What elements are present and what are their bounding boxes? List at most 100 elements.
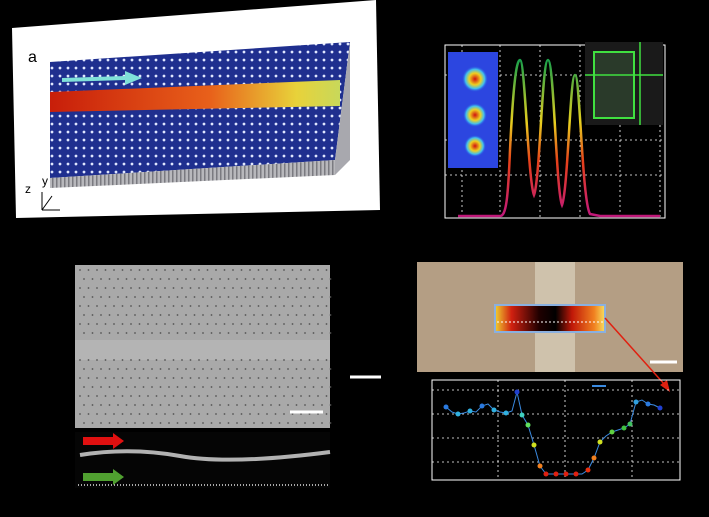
- sem-hole: [266, 269, 268, 271]
- plot-frame: [444, 44, 666, 219]
- sem-hole: [172, 359, 175, 361]
- sem-hole: [312, 404, 315, 406]
- sem-hole: [113, 359, 115, 361]
- sem-hole: [287, 296, 289, 298]
- sem-hole: [308, 359, 311, 361]
- sem-hole: [266, 377, 268, 379]
- sem-hole: [249, 413, 251, 415]
- sem-hole: [206, 377, 209, 379]
- sem-hole: [210, 368, 213, 370]
- sem-hole: [91, 296, 94, 298]
- sem-hole: [210, 404, 213, 406]
- sem-hole: [189, 413, 192, 415]
- sem-hole: [240, 269, 243, 271]
- sem-hole: [138, 359, 141, 361]
- sem-hole: [91, 368, 94, 370]
- sem-hole: [329, 404, 332, 406]
- sem-hole: [223, 413, 226, 415]
- sem-hole: [147, 377, 149, 379]
- sem-hole: [219, 332, 221, 334]
- sem-hole: [100, 332, 102, 334]
- sem-hole: [151, 314, 153, 316]
- sem-hole: [142, 368, 145, 370]
- sem-hole: [244, 386, 247, 388]
- sem-hole: [79, 305, 81, 307]
- sem-hole: [270, 332, 272, 334]
- sem-hole: [308, 287, 311, 289]
- sem-hole: [270, 368, 272, 370]
- sem-hole: [138, 413, 141, 415]
- sem-hole: [278, 368, 281, 370]
- sem-hole: [198, 377, 200, 379]
- mode-spot: [463, 103, 487, 127]
- sem-hole: [134, 404, 136, 406]
- sem-hole: [219, 368, 221, 370]
- sem-hole: [244, 296, 247, 298]
- sem-hole: [249, 395, 251, 397]
- sem-hole: [300, 269, 302, 271]
- sem-hole: [329, 296, 332, 298]
- sem-hole: [172, 323, 175, 325]
- sem-hole: [223, 395, 226, 397]
- sem-hole: [206, 413, 209, 415]
- sem-hole: [274, 269, 277, 271]
- axis-label: y: [42, 174, 48, 188]
- sem-hole: [321, 278, 323, 280]
- sem-hole: [87, 287, 90, 289]
- sem-hole: [100, 368, 102, 370]
- sem-hole: [308, 323, 311, 325]
- sem-hole: [189, 359, 192, 361]
- sem-hole: [100, 296, 102, 298]
- sem-hole: [287, 314, 289, 316]
- sem-hole: [206, 323, 209, 325]
- sem-hole: [270, 314, 272, 316]
- sem-hole: [317, 323, 319, 325]
- sem-hole: [151, 404, 153, 406]
- sem-hole: [130, 323, 132, 325]
- sem-hole: [125, 422, 128, 424]
- sem-hole: [79, 287, 81, 289]
- sem-hole: [223, 359, 226, 361]
- sem-hole: [236, 386, 238, 388]
- sem-hole: [83, 368, 85, 370]
- sem-hole: [215, 287, 217, 289]
- sem-hole: [189, 269, 192, 271]
- slab-side: [335, 42, 350, 175]
- sem-hole: [202, 296, 204, 298]
- sem-hole: [304, 332, 306, 334]
- sem-hole: [321, 296, 323, 298]
- sem-hole: [249, 305, 251, 307]
- sem-hole: [304, 296, 306, 298]
- sem-hole: [300, 305, 302, 307]
- sem-hole: [125, 368, 128, 370]
- sem-hole: [227, 386, 230, 388]
- sem-hole: [295, 278, 298, 280]
- sem-hole: [147, 287, 149, 289]
- sem-hole: [155, 287, 158, 289]
- sem-hole: [172, 377, 175, 379]
- sem-hole: [125, 332, 128, 334]
- profile-points: [443, 389, 663, 477]
- sem-hole: [206, 359, 209, 361]
- sem-hole: [189, 305, 192, 307]
- sem-hole: [291, 377, 294, 379]
- sem-hole: [219, 314, 221, 316]
- sem-hole: [317, 395, 319, 397]
- sem-hole: [317, 413, 319, 415]
- sem-hole: [87, 395, 90, 397]
- sem-hole: [291, 287, 294, 289]
- sem-hole: [325, 305, 328, 307]
- sem-hole: [176, 296, 179, 298]
- sem-hole: [147, 305, 149, 307]
- sem-hole: [283, 413, 285, 415]
- sem-hole: [87, 377, 90, 379]
- sem-hole: [130, 395, 132, 397]
- sem-hole: [130, 287, 132, 289]
- arrow: [62, 71, 142, 85]
- sem-hole: [100, 314, 102, 316]
- sem-hole: [79, 359, 81, 361]
- sem-hole: [253, 422, 255, 424]
- sem-hole: [108, 332, 111, 334]
- sem-hole: [134, 278, 136, 280]
